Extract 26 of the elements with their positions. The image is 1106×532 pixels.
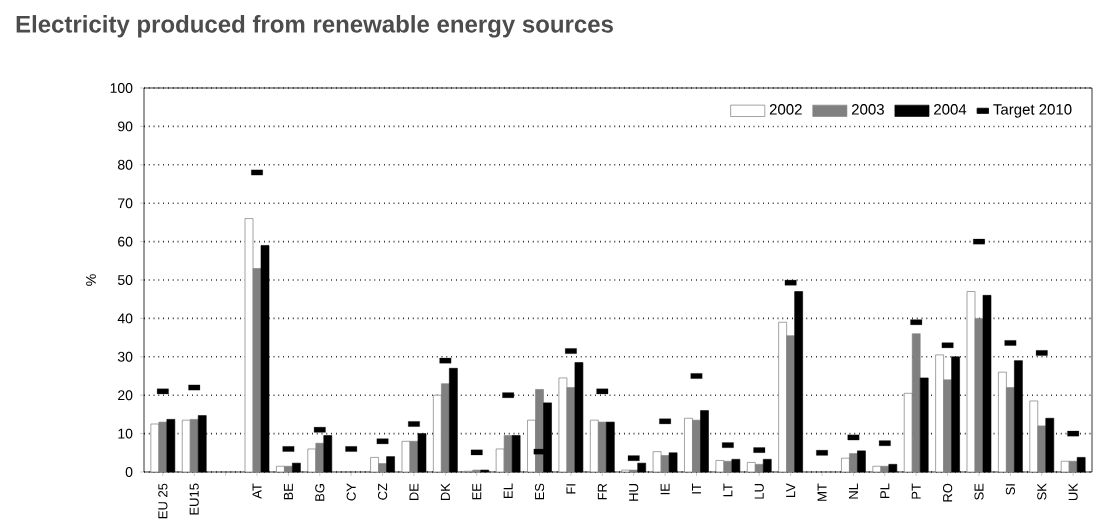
bar <box>590 419 599 473</box>
bar <box>715 460 725 473</box>
bar <box>652 451 662 473</box>
bar <box>998 371 1007 473</box>
bar <box>778 321 787 473</box>
bar <box>276 465 285 473</box>
bar <box>307 448 317 473</box>
bar <box>746 462 756 473</box>
bar <box>966 291 976 473</box>
bar <box>181 419 191 473</box>
bar <box>684 417 693 473</box>
bar <box>495 448 505 473</box>
bar <box>872 465 882 473</box>
bar <box>903 392 913 473</box>
bar <box>401 440 411 473</box>
bar <box>1060 460 1070 473</box>
bar <box>935 354 944 473</box>
bar <box>841 457 850 473</box>
bar <box>150 423 160 473</box>
bar <box>244 218 254 473</box>
bar <box>433 394 442 473</box>
bar <box>370 457 379 473</box>
chart-title: Electricity produced from renewable energy sources <box>16 15 613 38</box>
bar <box>558 377 568 473</box>
bar <box>527 419 536 473</box>
bar <box>1029 400 1039 473</box>
